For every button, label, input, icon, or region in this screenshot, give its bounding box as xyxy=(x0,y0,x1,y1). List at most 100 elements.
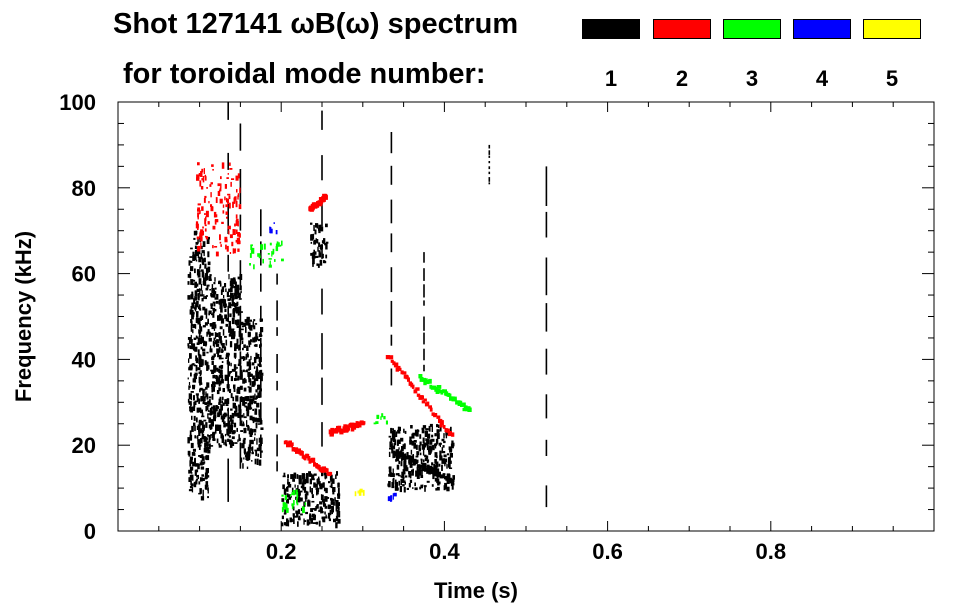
mode-1-speck xyxy=(311,513,315,518)
mode-1-speck xyxy=(442,445,445,448)
mode-2-speck xyxy=(200,242,202,249)
mode-1-speck xyxy=(303,501,306,507)
mode-1-track-point xyxy=(433,471,438,477)
mode-1-speck xyxy=(213,353,216,357)
mode-2-speck xyxy=(236,189,238,193)
mode-1-speck xyxy=(198,431,201,436)
mode-1-speck xyxy=(222,329,225,336)
mode-1-speck xyxy=(285,522,289,527)
mode-1-speck xyxy=(234,410,237,416)
mode-1-speck xyxy=(259,361,262,365)
mode-1-speck xyxy=(414,487,418,491)
mode-3-speck xyxy=(250,244,253,246)
mode-1-speck xyxy=(334,497,336,502)
mode-1-speck xyxy=(201,290,203,295)
mode-1-speck xyxy=(201,477,203,482)
mode-1-speck xyxy=(428,425,431,432)
mode-1-speck xyxy=(397,473,400,477)
mode-2-speck xyxy=(236,237,240,245)
mode-1-speck xyxy=(316,483,318,487)
mode-1-speck xyxy=(315,255,319,258)
mode-1-speck xyxy=(450,426,452,432)
mode-1-speck xyxy=(390,437,393,443)
mode-1-speck xyxy=(212,405,216,411)
mode-4-speck xyxy=(388,496,391,501)
mode-1-speck xyxy=(432,473,435,480)
mode-1-speck xyxy=(393,443,396,450)
mode-2-speck xyxy=(205,210,209,218)
mode-1-speck xyxy=(198,354,202,360)
mode-1-speck xyxy=(242,347,244,351)
mode-1-track-point xyxy=(432,467,437,473)
mode-1-speck xyxy=(208,438,211,443)
mode-1-speck xyxy=(189,474,193,481)
mode-1-speck xyxy=(226,398,230,404)
mode-3-speck xyxy=(279,244,282,247)
mode-1-speck xyxy=(202,489,204,497)
mode-2-speck xyxy=(235,200,238,208)
mode-1-streak-segment xyxy=(390,233,393,253)
mode-1-speck xyxy=(231,415,235,419)
mode-1-speck xyxy=(205,422,208,428)
mode-1-speck xyxy=(197,398,201,402)
mode-4-region-2 xyxy=(387,492,397,502)
mode-1-speck xyxy=(311,494,314,498)
mode-1-speck xyxy=(220,298,224,304)
mode-3-track-point xyxy=(456,400,461,404)
mode-1-speck xyxy=(282,484,285,490)
mode-1-speck xyxy=(446,486,450,492)
mode-1-speck xyxy=(191,291,194,295)
mode-2-track-point xyxy=(311,457,316,463)
mode-1-speck xyxy=(255,422,258,429)
mode-1-speck xyxy=(248,342,251,348)
mode-1-speck xyxy=(212,312,215,318)
mode-1-speck xyxy=(220,289,223,295)
mode-1-speck xyxy=(189,406,192,412)
mode-2-speck xyxy=(227,173,229,175)
mode-1-speck xyxy=(315,487,318,490)
mode-2-speck xyxy=(204,224,207,227)
mode-1-speck xyxy=(236,366,238,369)
mode-1-speck xyxy=(196,250,199,256)
mode-1-speck xyxy=(247,426,250,431)
mode-1-speck xyxy=(234,442,238,444)
mode-1-speck xyxy=(207,261,211,266)
mode-1-speck xyxy=(249,398,252,405)
mode-1-speck xyxy=(201,431,204,435)
mode-1-speck xyxy=(232,328,235,331)
mode-1-speck xyxy=(213,416,216,422)
mode-1-speck xyxy=(225,423,229,426)
mode-1-speck xyxy=(198,256,202,263)
mode-1-speck xyxy=(424,454,427,458)
mode-1-speck xyxy=(326,497,330,499)
mode-1-region-1 xyxy=(187,230,211,501)
mode-1-speck xyxy=(190,403,192,407)
mode-2-speck xyxy=(229,168,233,170)
mode-2-speck xyxy=(234,248,237,252)
mode-1-speck xyxy=(315,238,317,243)
mode-1-speck xyxy=(198,371,201,374)
mode-5-speck xyxy=(354,491,357,497)
mode-3-swatch xyxy=(723,19,781,39)
mode-3-speck xyxy=(381,413,384,418)
mode-1-speck xyxy=(451,440,454,445)
mode-1-speck xyxy=(218,377,220,384)
mode-3-track-point xyxy=(461,402,466,407)
mode-1-speck xyxy=(228,435,231,438)
mode-1-speck xyxy=(197,295,200,301)
mode-1-speck xyxy=(195,335,198,339)
y-tick-label: 100 xyxy=(59,90,96,115)
mode-1-speck xyxy=(229,341,233,348)
mode-1-speck xyxy=(215,300,219,304)
mode-2-speck xyxy=(200,186,204,190)
mode-1-speck xyxy=(324,496,328,502)
mode-1-speck xyxy=(187,437,190,444)
mode-1-speck xyxy=(323,487,327,492)
mode-2-speck xyxy=(219,241,222,244)
mode-1-speck xyxy=(223,419,225,425)
mode-1-speck xyxy=(193,374,197,377)
mode-1-speck xyxy=(255,395,258,399)
mode-1-speck xyxy=(419,486,422,490)
mode-1-speck xyxy=(337,494,341,499)
mode-1-speck xyxy=(250,398,254,404)
